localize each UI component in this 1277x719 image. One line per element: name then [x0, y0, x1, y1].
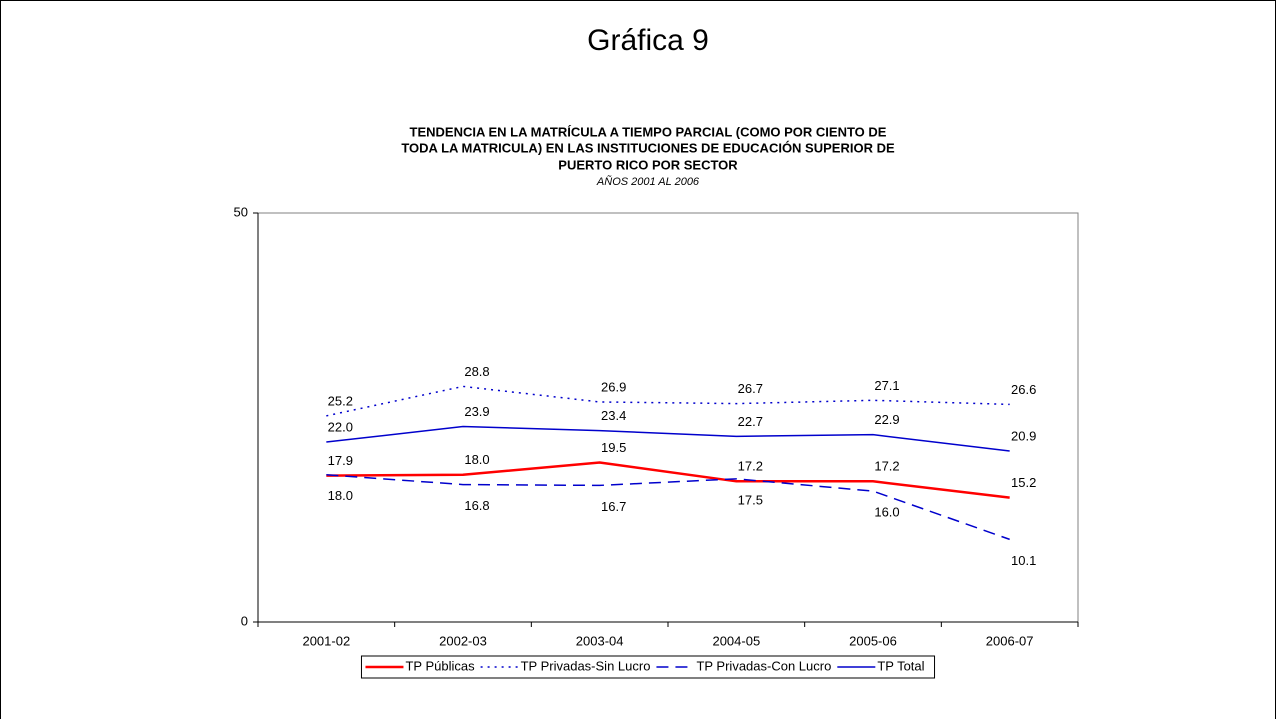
x-tick-label: 2005-06 — [849, 633, 897, 648]
data-label: 22.0 — [328, 419, 353, 434]
plot-area — [257, 212, 1079, 623]
legend-label: TP Públicas — [405, 658, 475, 673]
x-tick-label: 2002-03 — [439, 633, 487, 648]
data-label: 23.9 — [464, 404, 489, 419]
legend-box — [360, 655, 936, 679]
series-line — [326, 425, 1010, 452]
data-label: 25.2 — [328, 393, 353, 408]
x-tick-label: 2001-02 — [302, 633, 350, 648]
heading: Gráfica 9 — [587, 24, 709, 57]
data-label: 17.5 — [738, 492, 763, 507]
data-label: 26.9 — [601, 379, 626, 394]
series-line — [326, 385, 1010, 417]
data-label: 17.2 — [874, 459, 899, 474]
y-tick-label: 0 — [241, 613, 248, 628]
data-label: 23.4 — [601, 408, 626, 423]
data-label: 17.2 — [738, 459, 763, 474]
data-label: 22.9 — [874, 412, 899, 427]
x-tick-label: 2004-05 — [712, 633, 760, 648]
data-label: 27.1 — [874, 378, 899, 393]
data-label: 18.0 — [464, 452, 489, 467]
chart-title: TODA LA MATRICULA) EN LAS INSTITUCIONES … — [401, 140, 895, 155]
series-line — [326, 461, 1010, 499]
y-tick-label: 50 — [234, 204, 248, 219]
legend-label: TP Privadas-Con Lucro — [696, 658, 831, 673]
data-label: 28.8 — [464, 364, 489, 379]
data-label: 26.7 — [738, 381, 763, 396]
data-label: 16.0 — [874, 505, 899, 520]
data-label: 17.9 — [328, 453, 353, 468]
data-label: 20.9 — [1011, 428, 1036, 443]
legend: TP Públicas TP Privadas-Sin Lucro TP Priva… — [360, 655, 936, 679]
chart-title: PUERTO RICO POR SECTOR — [558, 157, 738, 172]
data-label: 26.6 — [1011, 382, 1036, 397]
data-label: 18.0 — [328, 488, 353, 503]
series-line — [326, 474, 1010, 541]
data-label: 22.7 — [738, 414, 763, 429]
data-label: 16.8 — [464, 498, 489, 513]
legend-label: TP Privadas-Sin Lucro — [521, 658, 651, 673]
data-label: 15.2 — [1011, 475, 1036, 490]
chart-title: TENDENCIA EN LA MATRÍCULA A TIEMPO PARCI… — [410, 124, 887, 139]
legend-label: TP Total — [877, 658, 924, 673]
x-tick-label: 2006-07 — [986, 633, 1034, 648]
data-label: 19.5 — [601, 440, 626, 455]
data-label: 16.7 — [601, 499, 626, 514]
x-tick-label: 2003-04 — [576, 633, 624, 648]
data-label: 10.1 — [1011, 553, 1036, 568]
chart-subtitle: AÑOS 2001 AL 2006 — [596, 175, 700, 188]
